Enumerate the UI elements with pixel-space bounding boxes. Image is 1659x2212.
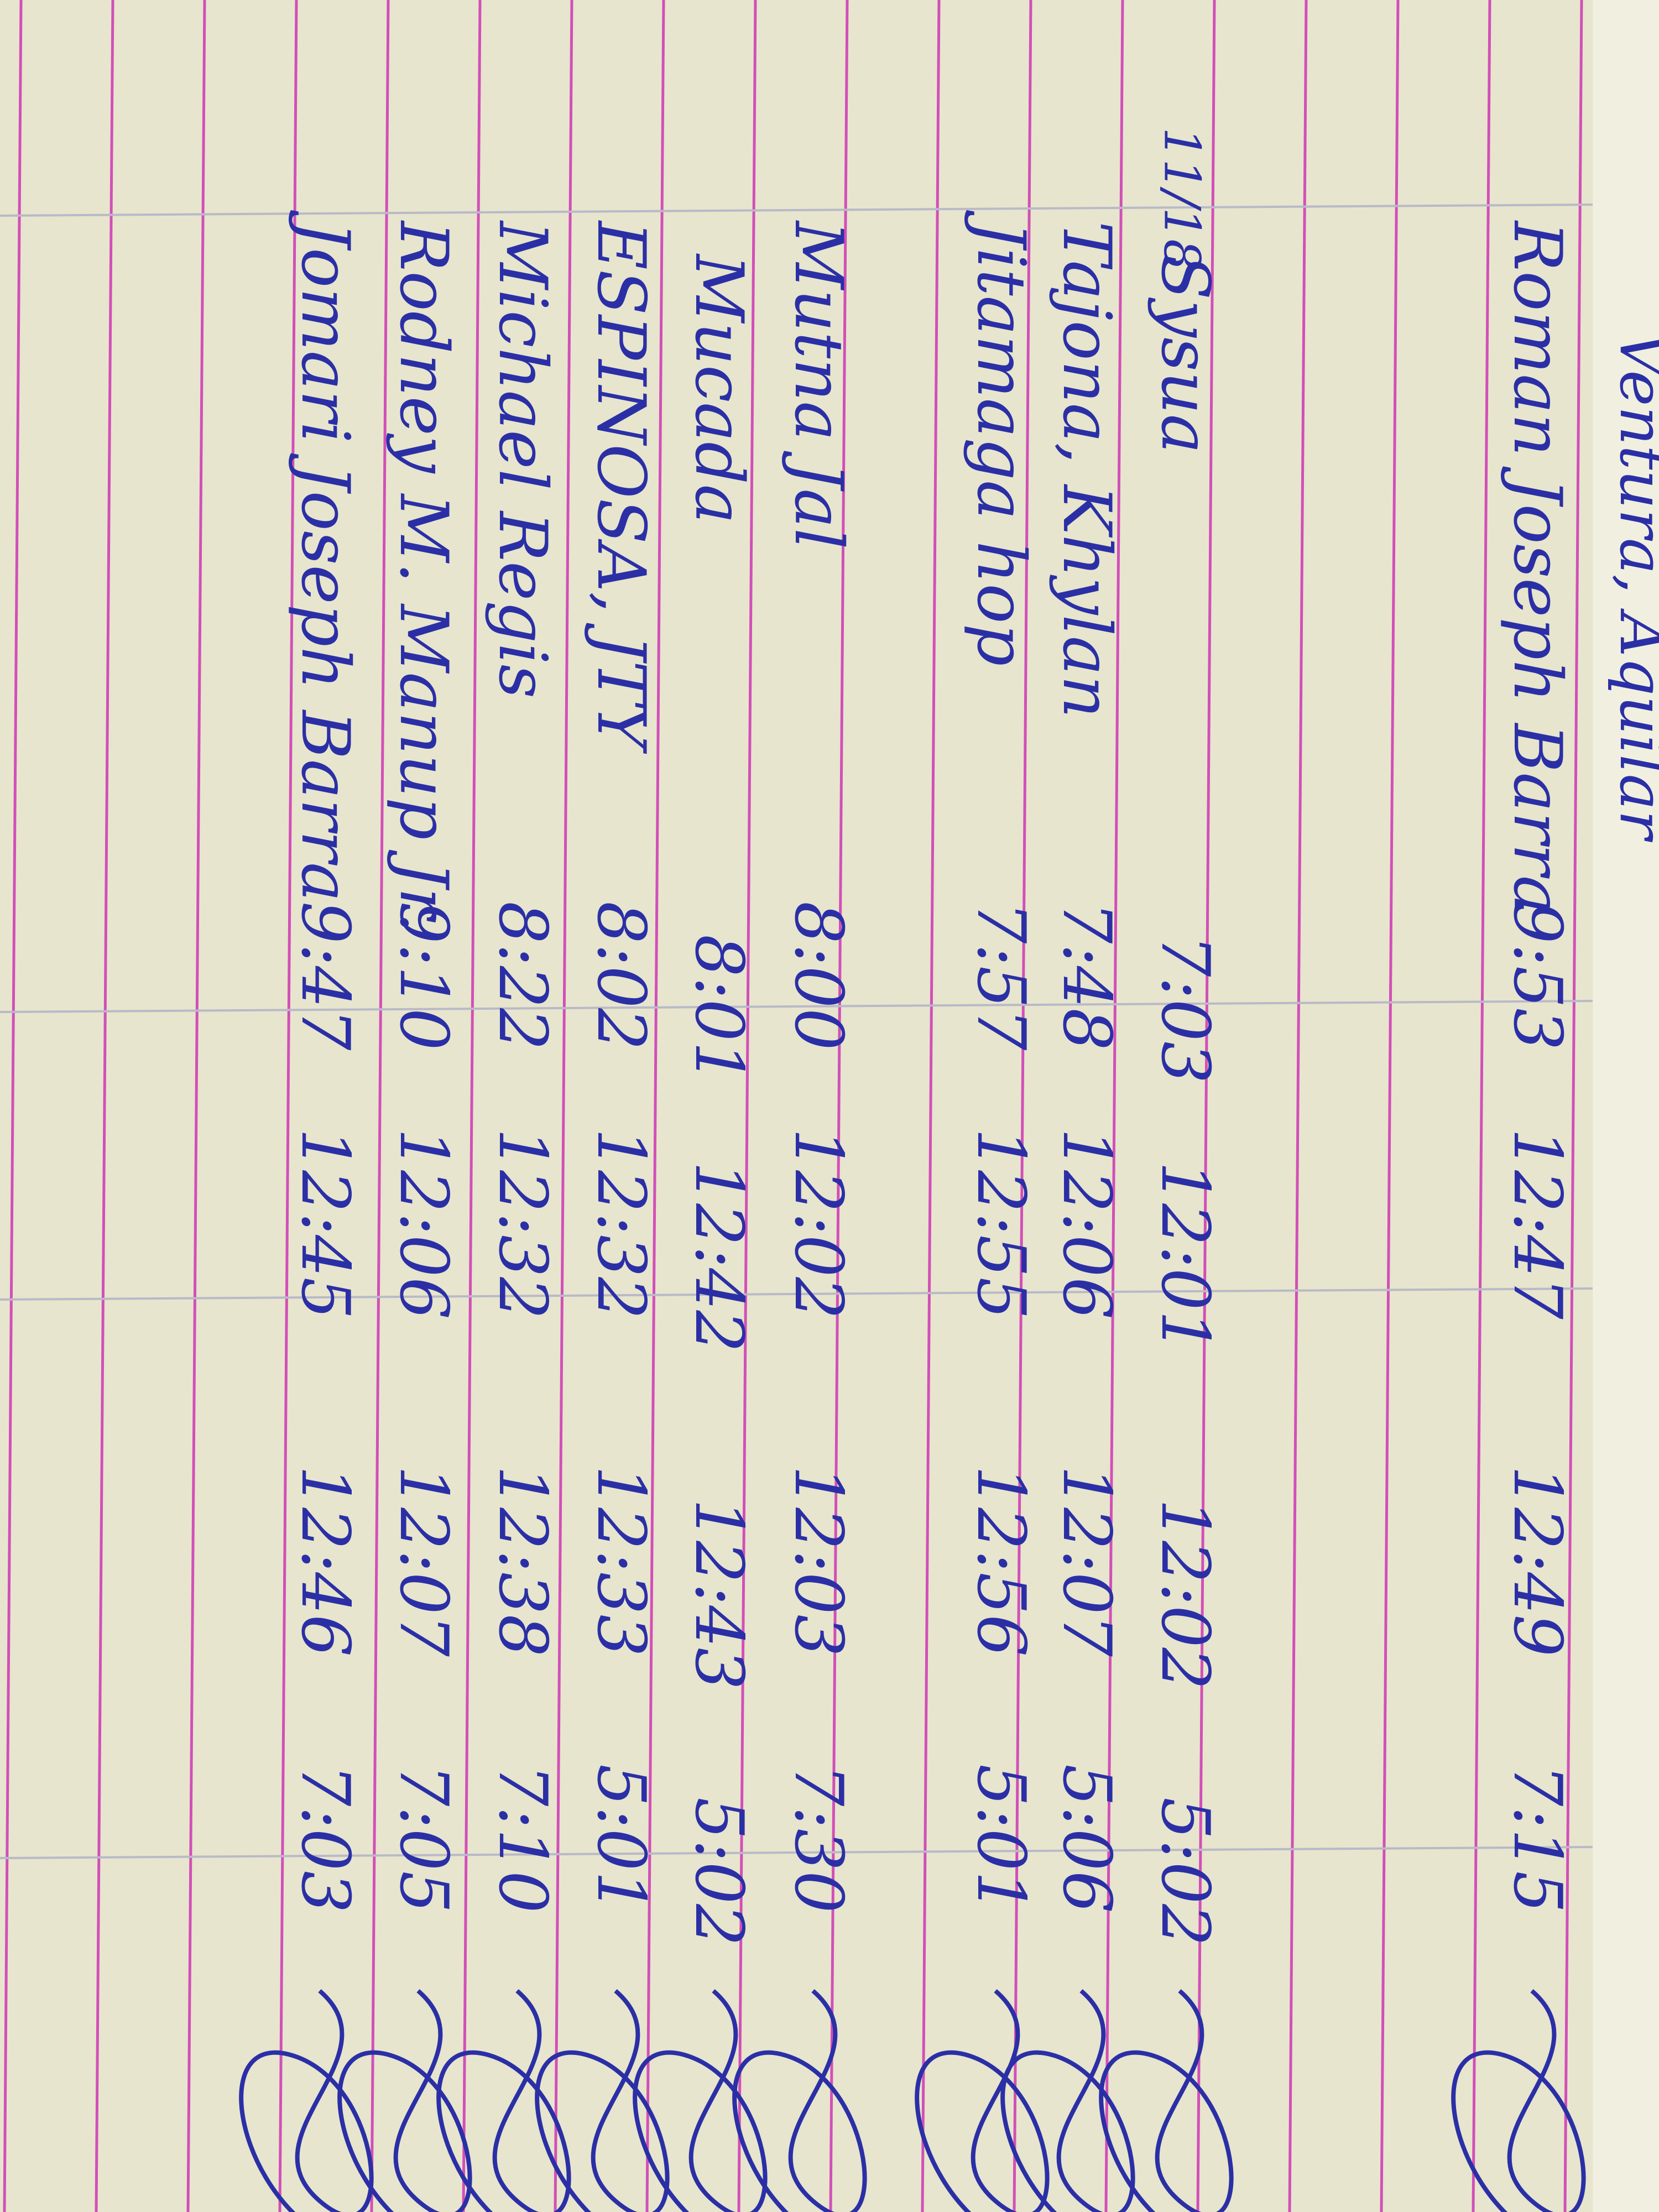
time-cell: 12:47 <box>1499 1128 1575 1319</box>
rule-line <box>3 0 23 2212</box>
time-cell: 7:05 <box>385 1764 462 1913</box>
name-cell: Rodney M. Manup Jr. <box>385 220 462 933</box>
date: 11/18 <box>1153 127 1211 270</box>
name-cell: Mucada <box>680 253 757 524</box>
time-cell: 12:03 <box>780 1465 857 1657</box>
name-cell: Jomari Joseph Barra <box>286 210 363 902</box>
name-cell: Michael Regis <box>484 220 561 698</box>
time-cell: 9:10 <box>385 901 462 1050</box>
time-cell: 5:01 <box>582 1764 659 1913</box>
time-cell: 12:56 <box>962 1465 1039 1657</box>
time-cell: 12:06 <box>1048 1128 1125 1319</box>
time-cell: 7:48 <box>1048 901 1125 1050</box>
ruled-lines <box>0 0 1593 2212</box>
signature <box>337 1989 472 2212</box>
signature <box>1451 1989 1586 2212</box>
time-cell: 7:57 <box>962 901 1039 1051</box>
column-line <box>0 1846 1593 1859</box>
time-cell: 8:22 <box>484 901 561 1050</box>
time-cell: 9:53 <box>1499 901 1575 1050</box>
rule-line <box>186 0 206 2212</box>
rule-line <box>554 0 573 2212</box>
signature <box>535 1989 670 2212</box>
rule-line <box>1196 0 1216 2212</box>
time-cell: 8:02 <box>582 901 659 1050</box>
time-cell: 12:06 <box>385 1128 462 1319</box>
rule-line <box>1104 0 1124 2212</box>
time-cell: 7:03 <box>1146 935 1223 1083</box>
time-cell: 5:06 <box>1048 1764 1125 1913</box>
signature <box>1099 1989 1234 2212</box>
rule-line <box>95 0 114 2212</box>
time-cell: 12:32 <box>484 1128 561 1319</box>
rule-line <box>737 0 757 2212</box>
name-cell: Roman Joseph Barra <box>1499 220 1575 915</box>
time-cell: 12:49 <box>1499 1465 1575 1657</box>
time-cell: 12:43 <box>680 1499 757 1690</box>
note: Ventura, Aquilar <box>1606 332 1659 843</box>
signature <box>732 1989 867 2212</box>
signature <box>1000 1989 1135 2212</box>
time-cell: 8:00 <box>780 901 857 1050</box>
rule-line <box>921 0 941 2212</box>
time-cell: 7:30 <box>780 1764 857 1913</box>
time-cell: 12:55 <box>962 1128 1039 1319</box>
time-cell: 12:42 <box>680 1161 757 1353</box>
time-cell: 12:33 <box>582 1465 659 1657</box>
rule-line <box>1472 0 1491 2212</box>
rule-line <box>278 0 298 2212</box>
time-cell: 12:32 <box>582 1128 659 1319</box>
name-cell: Sysua <box>1146 254 1223 453</box>
rule-line <box>1380 0 1400 2212</box>
time-cell: 12:38 <box>484 1465 561 1657</box>
time-cell: 7:03 <box>286 1764 363 1913</box>
time-cell: 8:01 <box>680 935 757 1083</box>
time-cell: 5:02 <box>680 1797 757 1946</box>
rule-line <box>370 0 390 2212</box>
name-cell: Mutna Jal <box>780 220 857 549</box>
column-line <box>0 1000 1593 1013</box>
rule-line <box>829 0 849 2212</box>
signature <box>633 1989 768 2212</box>
time-cell: 12:07 <box>385 1465 462 1657</box>
name-cell: ESPINOSA, JTY <box>582 220 659 754</box>
time-cell: 12:07 <box>1048 1465 1125 1657</box>
previous-page-edge <box>1593 0 1659 2212</box>
column-line <box>0 1287 1593 1301</box>
time-cell: 12:02 <box>1146 1499 1223 1690</box>
rule-line <box>1288 0 1308 2212</box>
rule-line <box>1563 0 1583 2212</box>
time-cell: 12:45 <box>286 1128 363 1319</box>
time-cell: 5:02 <box>1146 1797 1223 1946</box>
name-cell: Jitamaga hop <box>962 210 1039 666</box>
rule-line <box>462 0 482 2212</box>
time-cell: 7:10 <box>484 1764 561 1913</box>
signature <box>239 1989 374 2212</box>
time-cell: 7:15 <box>1499 1764 1575 1913</box>
name-cell: Tajona, Khylan <box>1048 221 1125 718</box>
time-cell: 12:01 <box>1146 1161 1223 1353</box>
rule-line <box>1013 0 1032 2212</box>
column-line <box>0 204 1593 217</box>
time-cell: 9:47 <box>286 901 363 1051</box>
rule-line <box>645 0 665 2212</box>
time-cell: 12:46 <box>286 1465 363 1657</box>
signature <box>915 1989 1050 2212</box>
time-cell: 12:02 <box>780 1128 857 1319</box>
signature <box>436 1989 571 2212</box>
time-cell: 5:01 <box>962 1764 1039 1913</box>
